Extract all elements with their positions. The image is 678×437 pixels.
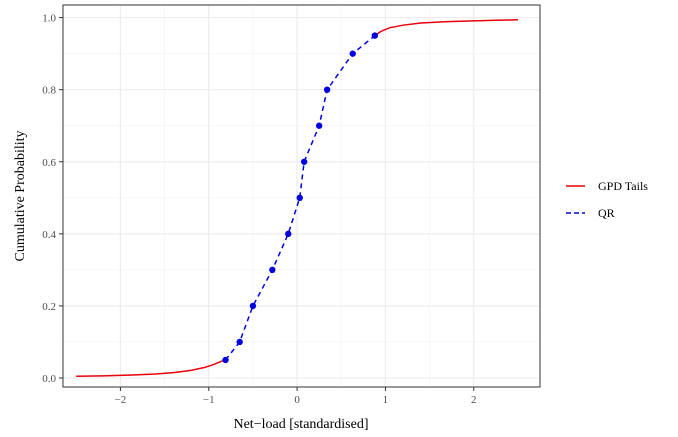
y-tick-label: 1.0 bbox=[42, 13, 56, 25]
y-tick-label: 0.2 bbox=[42, 301, 56, 313]
x-axis: −2 −1 0 1 2 bbox=[115, 387, 477, 406]
series-layer bbox=[76, 19, 518, 377]
qr-point bbox=[296, 194, 303, 202]
panel-border bbox=[62, 4, 541, 388]
qr-point bbox=[300, 158, 308, 165]
qr-point bbox=[236, 338, 243, 346]
legend-label-qr: QR bbox=[598, 206, 615, 220]
qr-point bbox=[349, 50, 356, 57]
qr-line bbox=[224, 35, 376, 361]
y-axis-title: Cumulative Probability bbox=[13, 130, 28, 261]
qr-point bbox=[371, 32, 379, 39]
legend-label-gpd-tails: GPD Tails bbox=[598, 179, 648, 193]
x-tick-label: −2 bbox=[115, 394, 127, 406]
grid-major bbox=[63, 5, 540, 387]
qr-point bbox=[323, 86, 331, 93]
y-tick-label: 0.0 bbox=[42, 373, 56, 385]
y-tick-label: 0.6 bbox=[42, 157, 56, 169]
gpd-tails-line-lower bbox=[76, 359, 226, 377]
y-tick-label: 0.4 bbox=[42, 229, 56, 241]
x-tick-label: 0 bbox=[294, 394, 300, 406]
qr-point bbox=[269, 266, 276, 274]
y-axis: 0.0 0.2 0.4 0.6 0.8 1.0 bbox=[42, 13, 63, 385]
y-tick-label: 0.8 bbox=[42, 85, 56, 97]
qr-point bbox=[315, 122, 323, 129]
x-axis-title: Net−load [standardised] bbox=[233, 417, 368, 432]
legend: GPD Tails QR bbox=[566, 179, 648, 220]
qr-point bbox=[249, 302, 257, 310]
qr-point bbox=[222, 356, 229, 364]
x-tick-label: −1 bbox=[203, 394, 215, 406]
gpd-tails-line-upper bbox=[374, 19, 518, 37]
qr-point bbox=[285, 230, 292, 238]
x-tick-label: 2 bbox=[471, 394, 477, 406]
x-tick-label: 1 bbox=[383, 394, 389, 406]
